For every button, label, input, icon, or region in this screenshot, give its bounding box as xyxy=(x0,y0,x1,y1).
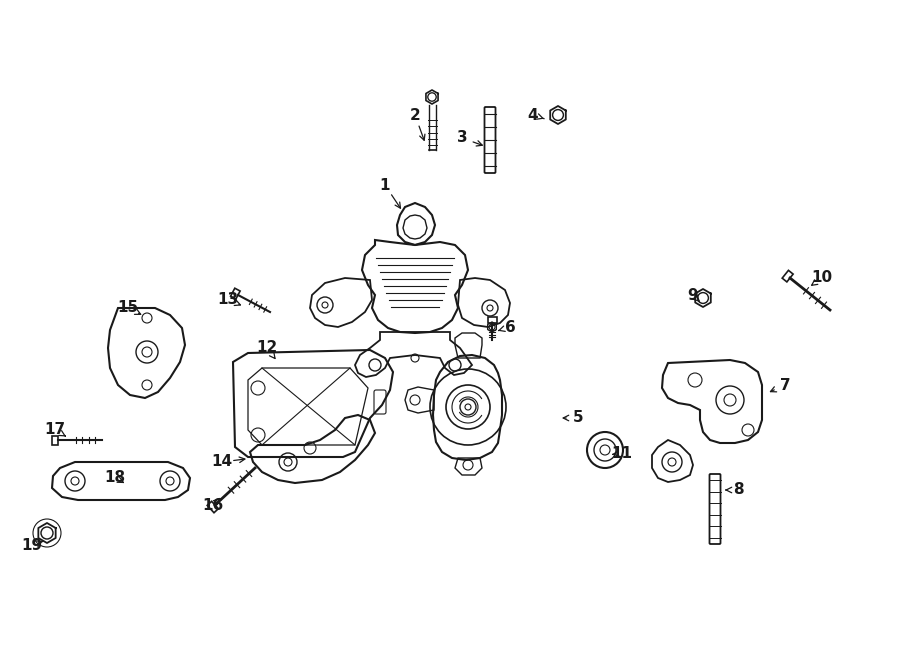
Text: 14: 14 xyxy=(212,455,232,469)
Text: 13: 13 xyxy=(218,293,238,307)
Text: 2: 2 xyxy=(410,108,420,122)
Text: 17: 17 xyxy=(44,422,66,438)
Text: 11: 11 xyxy=(611,446,633,461)
Text: 6: 6 xyxy=(505,319,516,334)
Text: 8: 8 xyxy=(733,483,743,498)
Text: 1: 1 xyxy=(380,178,391,192)
Text: 15: 15 xyxy=(117,301,139,315)
Text: 3: 3 xyxy=(456,130,467,145)
Text: 18: 18 xyxy=(104,471,126,485)
Text: 12: 12 xyxy=(256,340,277,356)
Text: 9: 9 xyxy=(688,288,698,303)
Text: 7: 7 xyxy=(779,377,790,393)
Text: 5: 5 xyxy=(572,410,583,426)
Text: 19: 19 xyxy=(22,537,42,553)
Text: 4: 4 xyxy=(527,108,538,122)
Text: 10: 10 xyxy=(812,270,833,286)
Text: 16: 16 xyxy=(202,498,223,512)
